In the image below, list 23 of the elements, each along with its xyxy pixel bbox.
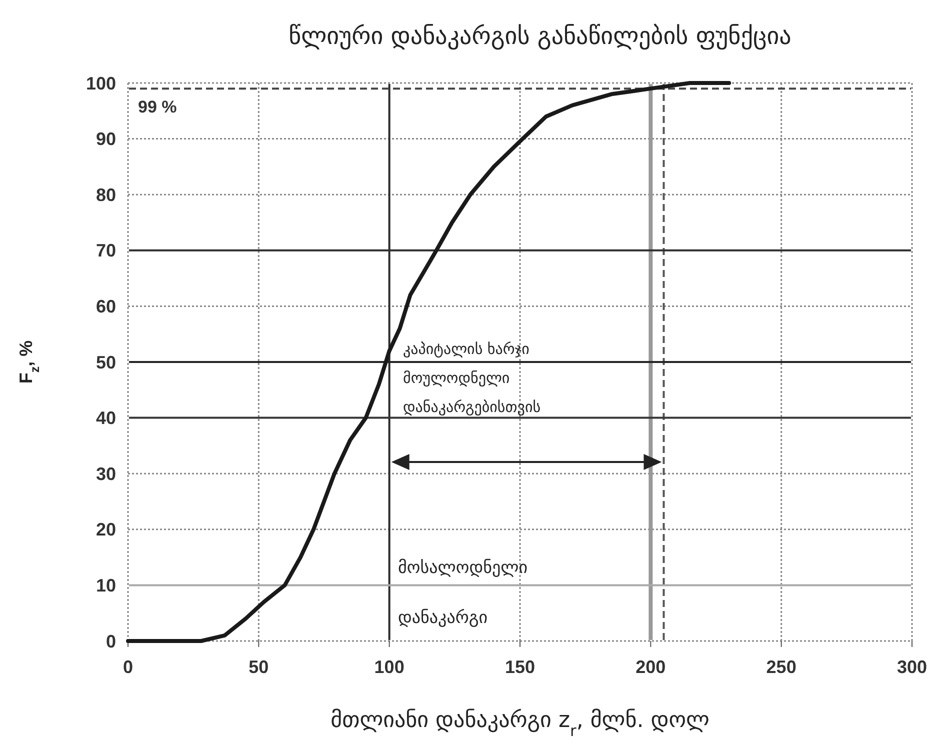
chart-title: წლიური დანაკარგის განაწილების ფუნქცია [288, 22, 792, 50]
y-tick-label: 20 [96, 520, 116, 540]
x-tick-label: 300 [896, 657, 928, 677]
x-tick-label: 100 [374, 657, 404, 677]
y-tick-label: 90 [96, 129, 116, 150]
y-tick-label: 0 [106, 631, 116, 652]
x-tick-label: 50 [248, 657, 269, 677]
annotation: კაპიტალის ხარჯი მოულოდნელი დანაკარგებისთვის [403, 340, 541, 416]
ref-line-label: 99 % [138, 98, 177, 117]
text: მოსალოდნელი დანაკარგი [398, 558, 528, 628]
y-tick-label: 70 [96, 240, 116, 261]
y-tick-label: 80 [96, 184, 116, 205]
x-axis-title: მთლიანი დანაკარგი z$_{r}$, მლნ. დოლ [330, 708, 710, 740]
x-tick-label: 150 [504, 657, 536, 677]
y-tick-label: 60 [96, 296, 116, 316]
y-tick-label: 30 [96, 464, 116, 484]
y-tick-label: 100 [86, 73, 116, 94]
y-tick-label: 10 [96, 576, 116, 596]
y-tick-label: 50 [96, 352, 116, 372]
x-tick-label: 0 [122, 657, 134, 677]
x-tick-label: 200 [636, 657, 666, 677]
x-tick-label: 250 [766, 657, 796, 677]
y-tick-label: 40 [96, 408, 116, 428]
